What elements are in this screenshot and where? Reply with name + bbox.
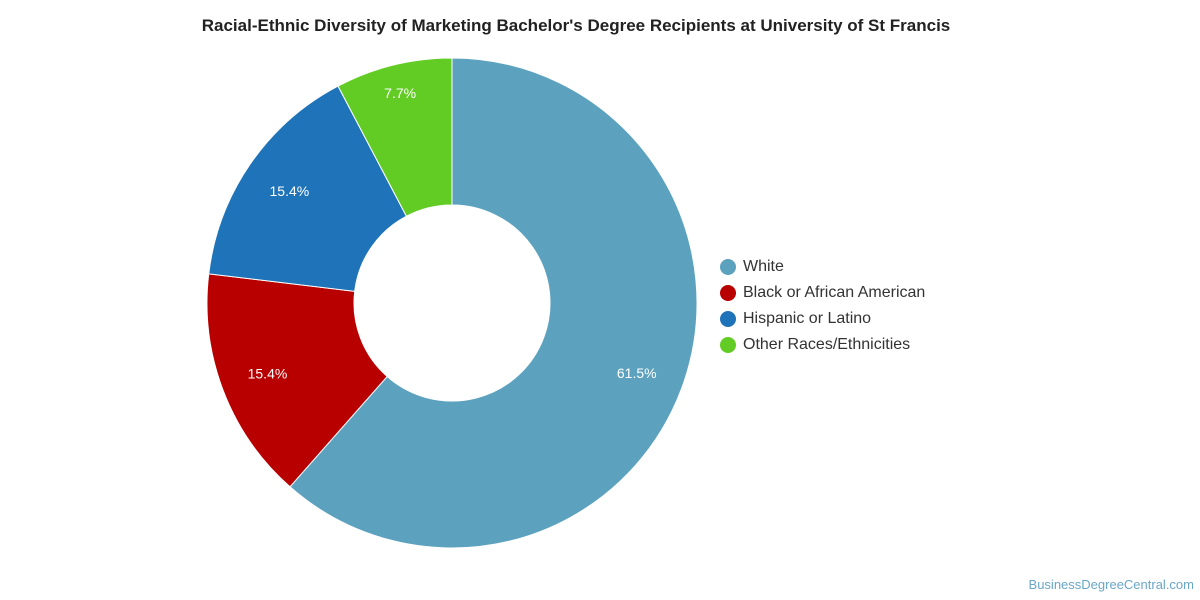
legend-label-black-or-african-american: Black or African American — [743, 284, 926, 301]
slice-other-races-ethnicities[interactable] — [337, 57, 453, 217]
slices-group — [206, 57, 698, 549]
slice-label-white: 61.5% — [617, 365, 657, 381]
legend-item-white[interactable]: White — [720, 254, 925, 280]
slice-black-or-african-american[interactable] — [206, 273, 388, 488]
slice-label-black-or-african-american: 15.4% — [248, 365, 288, 381]
chart-title: Racial-Ethnic Diversity of Marketing Bac… — [201, 16, 951, 35]
chart-legend: White Black or African American Hispanic… — [720, 254, 925, 358]
slice-labels-group: 61.5% 15.4% 15.4% 7.7% — [248, 85, 657, 382]
slice-white[interactable] — [289, 57, 698, 549]
legend-marker-white — [720, 259, 736, 275]
legend-label-hispanic-or-latino: Hispanic or Latino — [743, 310, 872, 327]
source-watermark: BusinessDegreeCentral.com — [1028, 577, 1194, 592]
legend-marker-hispanic-or-latino — [720, 311, 736, 327]
legend-item-hispanic-or-latino[interactable]: Hispanic or Latino — [720, 306, 925, 332]
legend-item-other-races-ethnicities[interactable]: Other Races/Ethnicities — [720, 332, 925, 358]
legend-marker-black-or-african-american — [720, 285, 736, 301]
legend-label-other-races-ethnicities: Other Races/Ethnicities — [743, 336, 911, 353]
slice-label-other-races-ethnicities: 7.7% — [384, 85, 416, 101]
legend-marker-other-races-ethnicities — [720, 337, 736, 353]
legend-item-black-or-african-american[interactable]: Black or African American — [720, 280, 925, 306]
legend-label-white: White — [743, 258, 784, 275]
slice-hispanic-or-latino[interactable] — [208, 85, 408, 292]
slice-label-hispanic-or-latino: 15.4% — [270, 183, 310, 199]
